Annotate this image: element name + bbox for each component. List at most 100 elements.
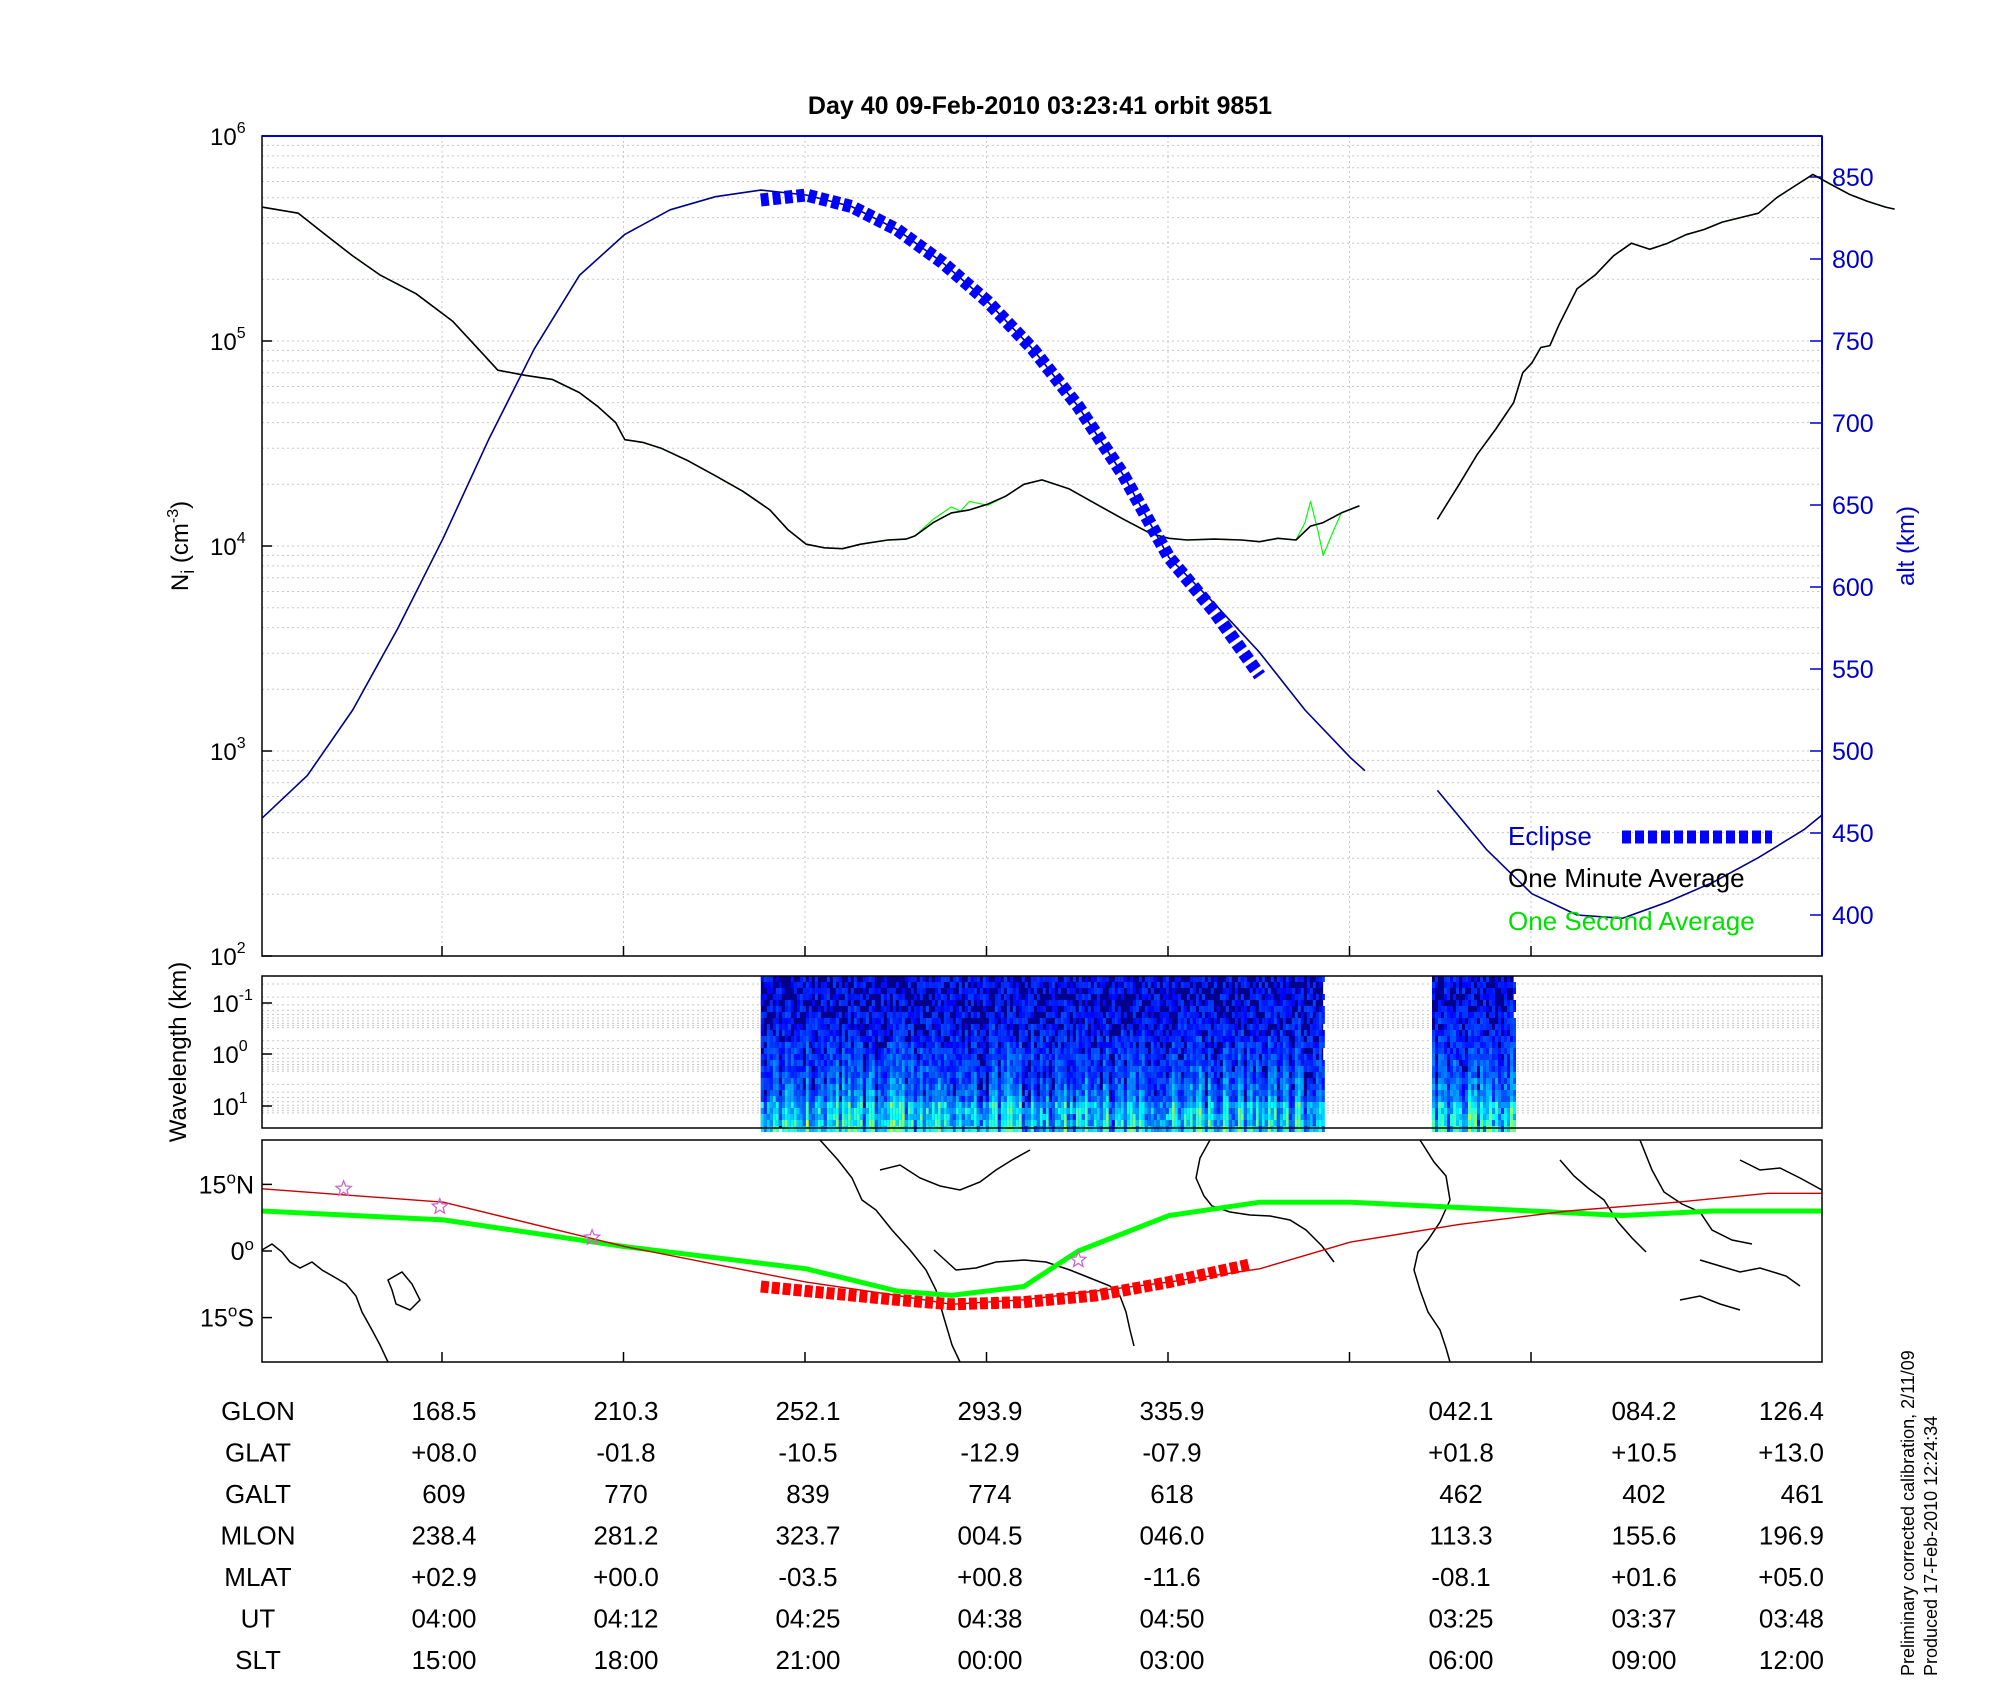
table-cell: 12:00 — [1759, 1645, 1824, 1675]
spectrogram-cell — [1009, 1048, 1013, 1054]
spectrogram-cell — [1156, 994, 1160, 1000]
spectrogram-cell — [1069, 982, 1073, 988]
spectrogram-cell — [886, 1048, 890, 1054]
spectrogram-cell — [1222, 1126, 1226, 1132]
spectrogram-cell — [1204, 1096, 1208, 1102]
spectrogram-cell — [1141, 1048, 1145, 1054]
spectrogram-cell — [964, 994, 968, 1000]
spectrogram-cell — [1000, 1018, 1004, 1024]
spectrogram-cell — [1318, 1006, 1322, 1012]
spectrogram-cell — [1105, 1126, 1109, 1132]
spectrogram-cell — [1162, 1096, 1166, 1102]
spectrogram-cell — [1480, 982, 1483, 988]
spectrogram-cell — [955, 976, 959, 982]
spectrogram-cell — [832, 1108, 836, 1114]
spectrogram-cell — [1249, 988, 1253, 994]
spectrogram-cell — [910, 976, 914, 982]
spectrogram-cell — [1144, 1048, 1148, 1054]
spectrogram-cell — [775, 1018, 779, 1024]
spectrogram-cell — [1432, 1078, 1435, 1084]
spectrogram-cell — [1231, 1078, 1235, 1084]
spectrogram-cell — [805, 982, 809, 988]
spectrogram-cell — [853, 1102, 857, 1108]
spectrogram-cell — [1072, 1054, 1076, 1060]
spectrogram-cell — [1069, 1084, 1073, 1090]
spectrogram-cell — [1174, 1054, 1178, 1060]
spectrogram-cell — [793, 1090, 797, 1096]
spectrogram-cell — [1129, 1078, 1133, 1084]
spectrogram-cell — [799, 994, 803, 1000]
spectrogram-cell — [760, 1120, 764, 1126]
spectrogram-cell — [1006, 994, 1010, 1000]
spectrogram-cell — [1444, 1090, 1447, 1096]
spectrogram-cell — [928, 1078, 932, 1084]
spectrogram-cell — [1444, 1096, 1447, 1102]
spectrogram-cell — [1117, 1072, 1121, 1078]
spectrogram-cell — [1450, 1024, 1453, 1030]
spectrogram-cell — [871, 1066, 875, 1072]
spectrogram-cell — [940, 1006, 944, 1012]
spectrogram-cell — [1312, 1042, 1316, 1048]
spectrogram-cell — [841, 1048, 845, 1054]
spectrogram-cell — [865, 1096, 869, 1102]
spectrogram-cell — [943, 1120, 947, 1126]
spectrogram-cell — [1282, 1114, 1286, 1120]
spectrogram-cell — [793, 1054, 797, 1060]
spectrogram-cell — [1282, 1006, 1286, 1012]
spectrogram-cell — [937, 988, 941, 994]
spectrogram-cell — [1291, 1090, 1295, 1096]
spectrogram-cell — [1174, 1006, 1178, 1012]
spectrogram-cell — [1483, 1018, 1486, 1024]
spectrogram-cell — [1474, 976, 1477, 982]
spectrogram-cell — [1147, 1030, 1151, 1036]
spectrogram-cell — [1312, 1102, 1316, 1108]
spectrogram-cell — [1018, 1048, 1022, 1054]
spectrogram-cell — [1252, 1126, 1256, 1132]
spectrogram-cell — [1135, 1000, 1139, 1006]
spectrogram-cell — [796, 1120, 800, 1126]
spectrogram-cell — [937, 1000, 941, 1006]
spectrogram-cell — [946, 1108, 950, 1114]
spectrogram-cell — [1189, 1126, 1193, 1132]
spectrogram-cell — [1213, 1084, 1217, 1090]
spectrogram-cell — [955, 1108, 959, 1114]
spectrogram-cell — [1123, 1066, 1127, 1072]
map-coastlines — [261, 1139, 1823, 1363]
spectrogram-cell — [784, 1102, 788, 1108]
spectrogram-cell — [1492, 1072, 1495, 1078]
spectrogram-cell — [826, 1108, 830, 1114]
spectrogram-cell — [796, 1126, 800, 1132]
spectrogram-cell — [808, 1066, 812, 1072]
spectrogram-cell — [1501, 1066, 1504, 1072]
spectrogram-cell — [1051, 1054, 1055, 1060]
table-cell: 04:25 — [775, 1604, 840, 1634]
spectrogram-cell — [1039, 1018, 1043, 1024]
spectrogram-cell — [1234, 1024, 1238, 1030]
y2-tick-label: 550 — [1832, 656, 1874, 684]
spectrogram-cell — [1300, 1102, 1304, 1108]
spectrogram-cell — [1276, 1054, 1280, 1060]
spectrogram-cell — [805, 1024, 809, 1030]
spectrogram-cell — [1219, 1048, 1223, 1054]
spectrogram-cell — [1078, 1090, 1082, 1096]
spectrogram-cell — [991, 1108, 995, 1114]
spectrogram-cell — [1441, 1054, 1444, 1060]
spectrogram-cell — [1174, 1102, 1178, 1108]
spectrogram-cell — [898, 1042, 902, 1048]
spectrogram-cell — [832, 1036, 836, 1042]
spectrogram-cell — [772, 1042, 776, 1048]
spectrogram-cell — [1225, 1024, 1229, 1030]
spectrogram-cell — [892, 1024, 896, 1030]
spectrogram-cell — [1126, 1108, 1130, 1114]
spectrogram-cell — [832, 1066, 836, 1072]
spectrogram-cell — [931, 1096, 935, 1102]
spectrogram-cell — [1144, 1006, 1148, 1012]
spectrogram-cell — [931, 1108, 935, 1114]
spectrogram-cell — [1192, 1078, 1196, 1084]
spectrogram-cell — [1132, 1054, 1136, 1060]
spectrogram-cell — [1105, 1042, 1109, 1048]
spectrogram-cell — [1027, 1108, 1031, 1114]
coastline — [1679, 1295, 1741, 1311]
spectrogram-cell — [1156, 1000, 1160, 1006]
spectrogram-cell — [949, 1006, 953, 1012]
